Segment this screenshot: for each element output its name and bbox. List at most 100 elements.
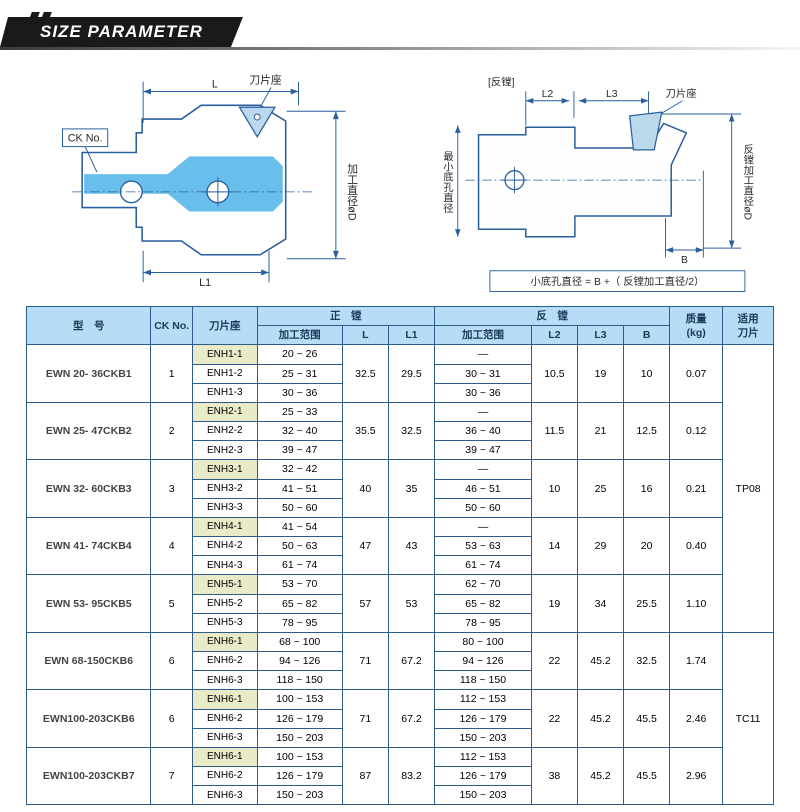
cell-seat: ENH5-3 (192, 613, 257, 632)
cell-weight: 0.21 (670, 460, 723, 518)
cell-range2: 78 ~ 95 (435, 613, 532, 632)
cell-range1: 41 ~ 51 (257, 479, 342, 498)
cell-seat: ENH3-3 (192, 498, 257, 517)
cell-ck: 6 (151, 690, 192, 748)
cell-B: 45.5 (624, 690, 670, 748)
table-row: EWN 25- 47CKB22ENH2-125 ~ 3335.532.5—11.… (27, 402, 774, 421)
seat-label: 刀片座 (249, 73, 282, 87)
cell-seat: ENH2-2 (192, 422, 257, 441)
th-fwd: 正 镗 (257, 307, 435, 326)
th-B: B (624, 326, 670, 345)
cell-ck: 6 (151, 632, 192, 690)
cell-L2: 11.5 (531, 402, 577, 460)
cell-B: 32.5 (624, 632, 670, 690)
th-L2: L2 (531, 326, 577, 345)
cell-ck: 4 (151, 517, 192, 575)
cell-seat: ENH6-1 (192, 747, 257, 766)
cell-L3: 21 (577, 402, 623, 460)
cell-L: 35.5 (342, 402, 388, 460)
title-underline (0, 47, 800, 50)
th-tip: 适用刀片 (723, 307, 774, 345)
cell-L: 57 (342, 575, 388, 633)
dim-L1-label: L1 (199, 277, 211, 289)
table-row: EWN100-203CKB66ENH6-1100 ~ 1537167.2112 … (27, 690, 774, 709)
cell-L2: 22 (531, 690, 577, 748)
cell-range2: 65 ~ 82 (435, 594, 532, 613)
cell-L: 71 (342, 632, 388, 690)
cell-B: 10 (624, 345, 670, 403)
cell-ck: 1 (151, 345, 192, 403)
table-row: EWN 20- 36CKB11ENH1-120 ~ 2632.529.5—10.… (27, 345, 774, 364)
cell-tip: TP08 (723, 345, 774, 633)
cell-L: 47 (342, 517, 388, 575)
dim-D-label: 加工直径øD (346, 163, 358, 221)
cell-range1: 100 ~ 153 (257, 690, 342, 709)
cell-model: EWN 41- 74CKB4 (27, 517, 151, 575)
cell-seat: ENH6-3 (192, 671, 257, 690)
cell-range1: 100 ~ 153 (257, 747, 342, 766)
cell-seat: ENH3-2 (192, 479, 257, 498)
cell-seat: ENH1-3 (192, 383, 257, 402)
th-model: 型 号 (27, 307, 151, 345)
cell-L2: 19 (531, 575, 577, 633)
cell-L: 71 (342, 690, 388, 748)
cell-L1: 32.5 (388, 402, 434, 460)
cell-range2: — (435, 460, 532, 479)
cell-range1: 150 ~ 203 (257, 786, 342, 805)
cell-range2: 62 ~ 70 (435, 575, 532, 594)
cell-ck: 2 (151, 402, 192, 460)
cell-model: EWN 20- 36CKB1 (27, 345, 151, 403)
formula-text: 小底孔直径 = B +（ 反镗加工直径/2） (530, 275, 704, 288)
cell-range2: 94 ~ 126 (435, 652, 532, 671)
cell-weight: 2.96 (670, 747, 723, 805)
cell-B: 16 (624, 460, 670, 518)
cell-range1: 68 ~ 100 (257, 632, 342, 651)
cell-L3: 34 (577, 575, 623, 633)
cell-seat: ENH6-1 (192, 632, 257, 651)
cell-seat: ENH1-1 (192, 345, 257, 364)
cell-L2: 10.5 (531, 345, 577, 403)
cell-weight: 0.40 (670, 517, 723, 575)
table-row: EWN 68-150CKB66ENH6-168 ~ 1007167.280 ~ … (27, 632, 774, 651)
table-row: EWN 53- 95CKB55ENH5-153 ~ 70575362 ~ 701… (27, 575, 774, 594)
header-row-1: 型 号 CK No. 刀片座 正 镗 反 镗 质量(kg) 适用刀片 (27, 307, 774, 326)
cell-range1: 94 ~ 126 (257, 652, 342, 671)
cell-L1: 35 (388, 460, 434, 518)
th-L1: L1 (388, 326, 434, 345)
cell-model: EWN100-203CKB6 (27, 690, 151, 748)
cell-range2: 36 ~ 40 (435, 422, 532, 441)
cell-range1: 65 ~ 82 (257, 594, 342, 613)
cell-range1: 78 ~ 95 (257, 613, 342, 632)
cell-L3: 45.2 (577, 632, 623, 690)
cell-model: EWN 25- 47CKB2 (27, 402, 151, 460)
cell-L2: 38 (531, 747, 577, 805)
dim-L3-label: L3 (606, 89, 618, 100)
cell-seat: ENH2-3 (192, 441, 257, 460)
th-range1: 加工范围 (257, 326, 342, 345)
cell-range1: 150 ~ 203 (257, 728, 342, 747)
cell-L1: 67.2 (388, 632, 434, 690)
cell-seat: ENH6-2 (192, 652, 257, 671)
ck-no-label: CK No. (68, 133, 103, 145)
cell-L3: 29 (577, 517, 623, 575)
cell-L3: 25 (577, 460, 623, 518)
cell-L1: 53 (388, 575, 434, 633)
minbore-label: 最小底孔直径 (441, 151, 453, 214)
cell-range1: 50 ~ 60 (257, 498, 342, 517)
cell-B: 20 (624, 517, 670, 575)
cell-L: 87 (342, 747, 388, 805)
cell-B: 25.5 (624, 575, 670, 633)
cell-seat: ENH5-1 (192, 575, 257, 594)
cell-range2: — (435, 345, 532, 364)
cell-range2: — (435, 402, 532, 421)
dim-L-label: L (212, 79, 218, 91)
cell-range2: 39 ~ 47 (435, 441, 532, 460)
cell-range1: 20 ~ 26 (257, 345, 342, 364)
cell-seat: ENH5-2 (192, 594, 257, 613)
size-table: 型 号 CK No. 刀片座 正 镗 反 镗 质量(kg) 适用刀片 加工范围 … (26, 306, 774, 805)
cell-seat: ENH6-2 (192, 709, 257, 728)
cell-range1: 32 ~ 42 (257, 460, 342, 479)
cell-range2: 80 ~ 100 (435, 632, 532, 651)
cell-range2: 126 ~ 179 (435, 709, 532, 728)
cell-seat: ENH1-2 (192, 364, 257, 383)
